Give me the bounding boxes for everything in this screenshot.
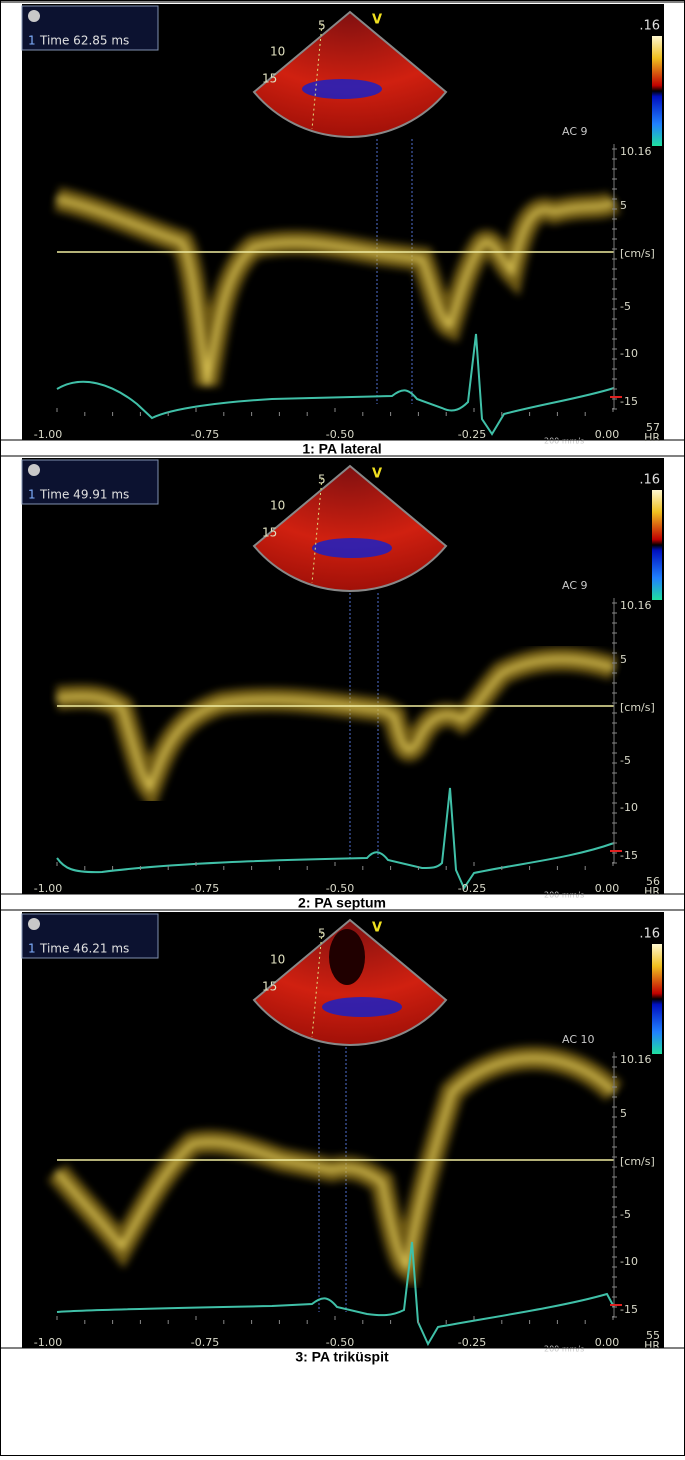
y-tick-label: [cm/s] (620, 1155, 655, 1168)
mode-label: V (372, 921, 382, 936)
info-box (21, 459, 159, 505)
color-bar (652, 944, 662, 1054)
sweep-speed: 200 mm/s (544, 1345, 584, 1354)
x-tick-label: 0.00 (595, 1336, 620, 1349)
depth-label: 15 (262, 526, 277, 540)
scale-max: .16 (639, 927, 660, 942)
sector (252, 10, 448, 138)
heart-rate: 55 (646, 1329, 660, 1342)
y-tick-label: 10.16 (620, 599, 652, 612)
x-tick-label: -0.25 (458, 428, 486, 441)
x-tick-label: -0.50 (326, 1336, 354, 1349)
color-flow-blue (302, 79, 382, 99)
sweep-speed: 200 mm/s (544, 891, 584, 900)
x-tick-label: 0.00 (595, 882, 620, 895)
panel-index: 1 (28, 34, 36, 48)
depth-label: 5 (318, 927, 326, 941)
heart-rate-label: HR (644, 431, 660, 444)
y-tick-label: -5 (620, 300, 631, 313)
y-tick-label: -10 (620, 801, 638, 814)
doppler-trace (56, 196, 616, 385)
info-box (21, 5, 159, 51)
info-box (21, 913, 159, 959)
x-tick-label: -0.50 (326, 882, 354, 895)
x-tick-label: -1.00 (34, 882, 62, 895)
panel-index: 1 (28, 488, 36, 502)
panel-index: 1 (28, 942, 36, 956)
color-flow-blue (322, 997, 402, 1017)
y-tick-label: -15 (620, 1303, 638, 1316)
x-tick-label: -1.00 (34, 428, 62, 441)
x-tick-label: -0.75 (191, 428, 219, 441)
ac-label: AC 9 (562, 125, 588, 138)
y-tick-label: [cm/s] (620, 247, 655, 260)
color-flow-blue (312, 538, 392, 558)
scale-max: .16 (639, 19, 660, 34)
ultrasound-image: 1 Time 46.21 ms 5 10 15 V .16 AC 10 10.16 5 [cm/s]… (21, 912, 664, 1354)
heart-rate: 56 (646, 875, 660, 888)
color-bar (652, 36, 662, 146)
y-tick-label: -10 (620, 1255, 638, 1268)
depth-label: 10 (270, 953, 285, 967)
time-readout: Time 62.85 ms (39, 34, 129, 48)
record-icon (28, 464, 40, 476)
depth-label: 10 (270, 499, 285, 513)
time-readout: Time 46.21 ms (39, 942, 129, 956)
panel: 1 Time 62.85 ms 5 10 15 V .16 AC 9 10.16 5 [cm/s] -… (0, 1, 685, 457)
x-tick-label: -0.75 (191, 1336, 219, 1349)
depth-label: 15 (262, 72, 277, 86)
y-tick-label: -5 (620, 1208, 631, 1221)
sweep-speed: 200 mm/s (544, 437, 584, 446)
scale-max: .16 (639, 473, 660, 488)
sector (252, 464, 448, 592)
y-tick-label: 5 (620, 1107, 627, 1120)
ultrasound-image: 1 Time 62.85 ms 5 10 15 V .16 AC 9 10.16 5 [cm/s] -… (21, 4, 664, 446)
caption: 3: PA triküspit (295, 1349, 389, 1365)
x-tick-label: -0.25 (458, 1336, 486, 1349)
y-tick-label: 10.16 (620, 1053, 652, 1066)
heart-rate-label: HR (644, 1339, 660, 1352)
mode-label: V (372, 467, 382, 482)
ac-label: AC 9 (562, 579, 588, 592)
caption: 1: PA lateral (302, 441, 381, 457)
color-bar (652, 490, 662, 600)
ecg-trace (56, 787, 615, 891)
ecg-trace (56, 333, 615, 436)
panel: 1 Time 46.21 ms 5 10 15 V .16 AC 10 10.16 5 [cm/s]… (0, 909, 685, 1365)
depth-label: 10 (270, 45, 285, 59)
heart-rate-label: HR (644, 885, 660, 898)
x-tick-label: -0.50 (326, 428, 354, 441)
x-tick-label: -0.75 (191, 882, 219, 895)
y-tick-label: -10 (620, 347, 638, 360)
ecg-trace (56, 1241, 615, 1347)
ac-label: AC 10 (562, 1033, 595, 1046)
y-tick-label: 10.16 (620, 145, 652, 158)
depth-label: 5 (318, 473, 326, 487)
doppler-trace (56, 656, 615, 794)
depth-label: 5 (318, 19, 326, 33)
x-tick-label: -0.25 (458, 882, 486, 895)
y-tick-label: 5 (620, 653, 627, 666)
x-tick-label: 0.00 (595, 428, 620, 441)
caption: 2: PA septum (298, 895, 386, 911)
depth-label: 15 (262, 980, 277, 994)
y-tick-label: 5 (620, 199, 627, 212)
y-tick-label: -15 (620, 849, 638, 862)
record-icon (28, 10, 40, 22)
y-tick-label: -15 (620, 395, 638, 408)
mode-label: V (372, 13, 382, 28)
doppler-trace (54, 1055, 617, 1273)
y-tick-label: [cm/s] (620, 701, 655, 714)
x-tick-label: -1.00 (34, 1336, 62, 1349)
heart-rate: 57 (646, 421, 660, 434)
time-readout: Time 49.91 ms (39, 488, 129, 502)
ultrasound-image: 1 Time 49.91 ms 5 10 15 V .16 AC 9 10.16 5 [cm/s] -… (21, 458, 664, 900)
panel: 1 Time 49.91 ms 5 10 15 V .16 AC 9 10.16 5 [cm/s] -… (0, 455, 685, 911)
cavity (329, 929, 365, 985)
record-icon (28, 918, 40, 930)
y-tick-label: -5 (620, 754, 631, 767)
